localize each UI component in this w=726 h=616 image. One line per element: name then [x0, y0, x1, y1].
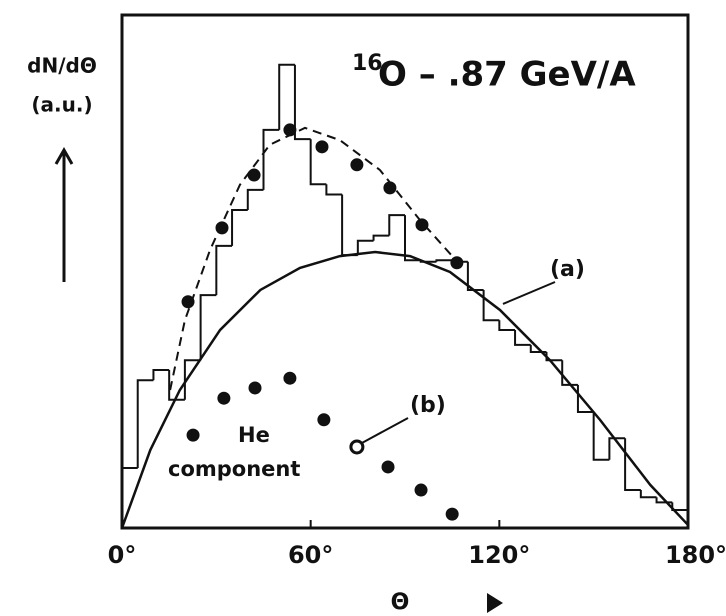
data-point [186, 428, 200, 442]
histogram-bin [545, 352, 563, 362]
series-label: (a) [550, 257, 585, 282]
y-label: (a.u.) [31, 93, 92, 117]
histogram-bin [561, 360, 578, 386]
data-point [450, 256, 464, 270]
y-label: dN/dΘ [27, 54, 97, 78]
histogram-bin [671, 502, 688, 512]
histogram-bin [309, 139, 327, 186]
data-point [317, 413, 331, 427]
histogram-bin [498, 320, 516, 331]
histogram-bin [136, 379, 154, 468]
histogram-bin [325, 184, 343, 196]
histogram-bin [293, 64, 311, 141]
histogram-bin [592, 412, 610, 461]
annotation-he: He [238, 423, 270, 447]
histogram-bin [372, 234, 390, 241]
chart-title: O – .87 GeV/A [378, 55, 636, 95]
histogram-bin [246, 188, 264, 210]
histogram-bin [121, 466, 138, 528]
histogram-bin [482, 289, 500, 322]
histogram-bin [356, 239, 374, 256]
data-point [181, 295, 195, 309]
x-label: Θ [391, 590, 410, 615]
x-tick-label: 0° [108, 541, 137, 569]
histogram-bin [278, 63, 295, 130]
histogram-bin [639, 490, 657, 499]
x-arrow [487, 593, 503, 613]
histogram-bin [404, 215, 421, 262]
series-label: (b) [410, 393, 446, 418]
data-point [383, 181, 397, 195]
y-arrow [54, 146, 74, 282]
data-point [215, 221, 229, 235]
histogram-bin [608, 437, 626, 460]
data-point [283, 123, 297, 137]
histogram-bin [466, 261, 484, 291]
x-tick-label: 60° [288, 541, 333, 569]
data-point [350, 158, 364, 172]
title-mass: 16 [352, 51, 383, 76]
data-point [445, 507, 459, 521]
data-point [315, 140, 329, 154]
annotation: component [168, 457, 300, 481]
histogram-bin [514, 329, 531, 346]
data-point [217, 391, 231, 405]
histogram-bin [231, 208, 248, 246]
histogram-bin [435, 259, 453, 262]
data-point [247, 168, 261, 182]
histogram-bin [215, 244, 233, 296]
data-point [414, 483, 428, 497]
curve [169, 126, 461, 391]
x-tick-label: 120° [468, 541, 530, 569]
histogram-bin [341, 194, 358, 257]
histogram-bin [262, 128, 280, 190]
curve [120, 250, 689, 529]
data-point [248, 381, 262, 395]
histogram-bin [199, 294, 217, 361]
data-point [381, 460, 395, 474]
label-pointer [361, 417, 409, 444]
histogram-bin [624, 438, 641, 492]
data-point [283, 371, 297, 385]
histogram-bin [183, 359, 201, 400]
data-point [415, 218, 429, 232]
histogram-bin [388, 214, 405, 236]
data-point [349, 439, 365, 455]
label-pointer [502, 281, 556, 305]
histogram-bin [168, 369, 185, 401]
histogram-bin [152, 368, 170, 381]
plot-frame [120, 13, 690, 530]
x-tick-label: 180° [665, 541, 726, 569]
